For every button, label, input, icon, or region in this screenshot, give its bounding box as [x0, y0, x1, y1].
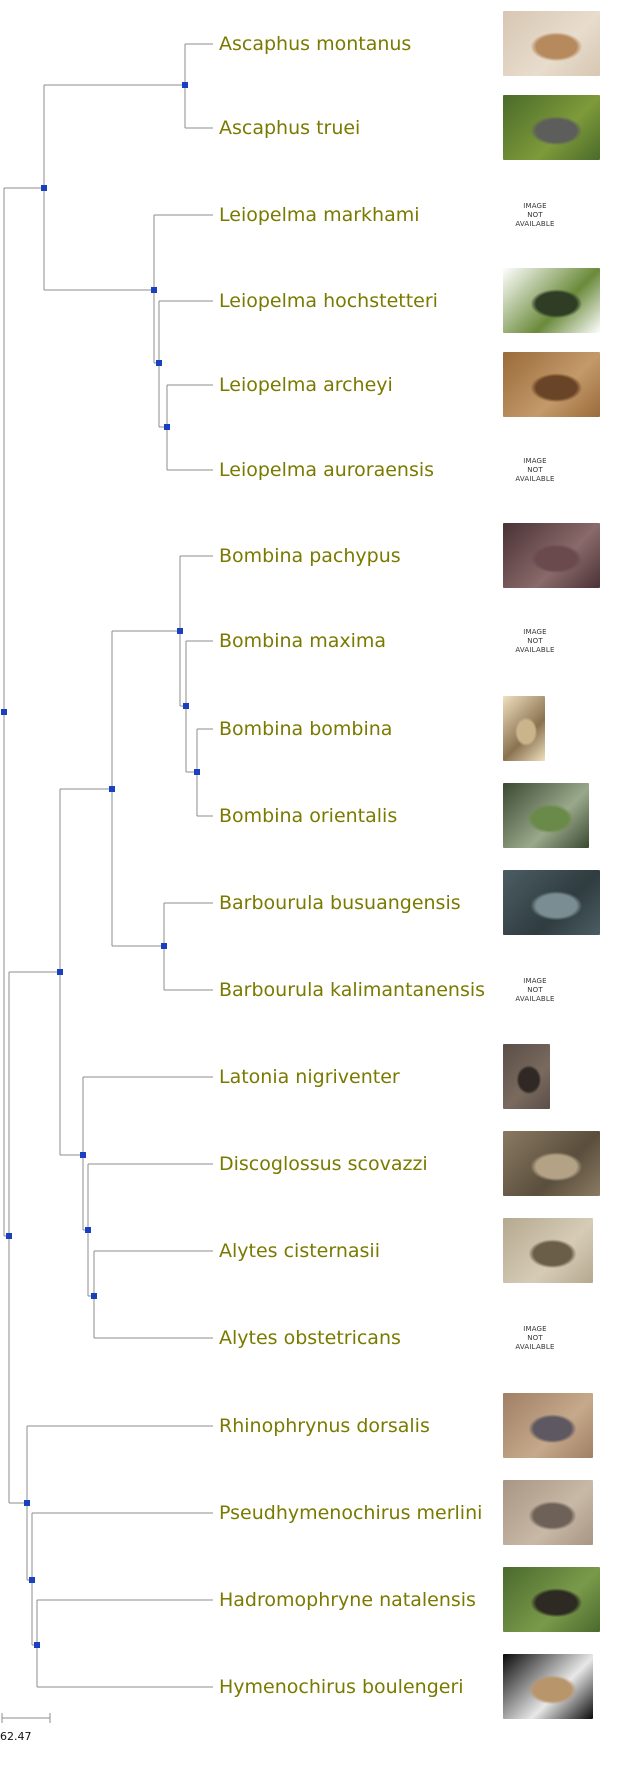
- species-photo[interactable]: [503, 268, 600, 333]
- taxon-label[interactable]: Leiopelma markhami: [219, 204, 420, 226]
- tree-node-marker[interactable]: [164, 424, 170, 430]
- placeholder-text-line: AVAILABLE: [515, 475, 555, 483]
- taxon-label[interactable]: Bombina maxima: [219, 630, 387, 652]
- taxon-label[interactable]: Leiopelma hochstetteri: [219, 290, 438, 312]
- placeholder-text-line: AVAILABLE: [515, 646, 555, 654]
- placeholder-text-line: AVAILABLE: [515, 1343, 555, 1351]
- tree-node-marker[interactable]: [24, 1500, 30, 1506]
- tree-node-marker[interactable]: [85, 1227, 91, 1233]
- species-photo[interactable]: [503, 95, 600, 160]
- placeholder-text-line: NOT: [527, 211, 543, 219]
- tree-node-marker[interactable]: [161, 943, 167, 949]
- placeholder-text-line: AVAILABLE: [515, 995, 555, 1003]
- species-photo[interactable]: [503, 1218, 593, 1283]
- species-photo[interactable]: [503, 870, 600, 935]
- tree-node-marker[interactable]: [177, 628, 183, 634]
- tree-node-marker[interactable]: [151, 287, 157, 293]
- tree-node-marker[interactable]: [29, 1577, 35, 1583]
- image-not-available-placeholder: IMAGE NOT AVAILABLE: [515, 457, 555, 484]
- image-not-available-placeholder: IMAGE NOT AVAILABLE: [515, 628, 555, 655]
- species-photo[interactable]: [503, 1393, 593, 1458]
- tree-node-marker[interactable]: [34, 1642, 40, 1648]
- placeholder-text-line: IMAGE: [523, 977, 547, 985]
- tree-node-marker[interactable]: [194, 769, 200, 775]
- tree-node-marker[interactable]: [182, 82, 188, 88]
- placeholder-text-line: NOT: [527, 637, 543, 645]
- placeholder-text-line: IMAGE: [523, 628, 547, 636]
- taxon-label[interactable]: Ascaphus truei: [219, 117, 361, 139]
- placeholder-text-line: NOT: [527, 1334, 543, 1342]
- taxon-label[interactable]: Bombina pachypus: [219, 545, 401, 567]
- tree-node-marker[interactable]: [41, 185, 47, 191]
- placeholder-text-line: NOT: [527, 466, 543, 474]
- taxon-label[interactable]: Barbourula busuangensis: [219, 892, 461, 914]
- taxon-label[interactable]: Discoglossus scovazzi: [219, 1153, 428, 1175]
- species-photo[interactable]: [503, 1480, 593, 1545]
- taxon-label[interactable]: Alytes cisternasii: [219, 1240, 380, 1262]
- species-photo[interactable]: [503, 696, 545, 761]
- taxon-label[interactable]: Hymenochirus boulengeri: [219, 1676, 464, 1698]
- taxon-label[interactable]: Hadromophryne natalensis: [219, 1589, 476, 1611]
- tree-node-marker[interactable]: [156, 360, 162, 366]
- placeholder-text-line: IMAGE: [523, 457, 547, 465]
- tree-node-marker[interactable]: [80, 1152, 86, 1158]
- tree-node-marker[interactable]: [57, 969, 63, 975]
- placeholder-text-line: AVAILABLE: [515, 220, 555, 228]
- placeholder-text-line: NOT: [527, 986, 543, 994]
- taxon-label[interactable]: Pseudhymenochirus merlini: [219, 1502, 483, 1524]
- taxon-label[interactable]: Leiopelma archeyi: [219, 374, 393, 396]
- placeholder-text-line: IMAGE: [523, 202, 547, 210]
- taxon-label[interactable]: Ascaphus montanus: [219, 33, 412, 55]
- species-photo[interactable]: [503, 783, 589, 848]
- species-photo[interactable]: [503, 523, 600, 588]
- tree-node-marker[interactable]: [109, 786, 115, 792]
- tree-node-marker[interactable]: [183, 703, 189, 709]
- species-photo[interactable]: [503, 1567, 600, 1632]
- tree-node-marker[interactable]: [91, 1293, 97, 1299]
- taxon-label[interactable]: Barbourula kalimantanensis: [219, 979, 486, 1001]
- taxon-label[interactable]: Leiopelma auroraensis: [219, 459, 435, 481]
- taxon-label[interactable]: Alytes obstetricans: [219, 1327, 401, 1349]
- tree-node-marker[interactable]: [6, 1233, 12, 1239]
- species-photo[interactable]: [503, 11, 600, 76]
- image-not-available-placeholder: IMAGE NOT AVAILABLE: [515, 202, 555, 229]
- placeholder-text-line: IMAGE: [523, 1325, 547, 1333]
- image-not-available-placeholder: IMAGE NOT AVAILABLE: [515, 1325, 555, 1352]
- species-photo[interactable]: [503, 352, 600, 417]
- species-photo[interactable]: [503, 1044, 550, 1109]
- species-photo[interactable]: [503, 1654, 593, 1719]
- taxon-label[interactable]: Bombina orientalis: [219, 805, 398, 827]
- tree-node-marker[interactable]: [1, 709, 7, 715]
- taxon-label[interactable]: Rhinophrynus dorsalis: [219, 1415, 430, 1437]
- scale-bar-label: 62.47: [0, 1730, 32, 1743]
- taxon-label[interactable]: Bombina bombina: [219, 718, 393, 740]
- image-not-available-placeholder: IMAGE NOT AVAILABLE: [515, 977, 555, 1004]
- taxon-label[interactable]: Latonia nigriventer: [219, 1066, 400, 1088]
- species-photo[interactable]: [503, 1131, 600, 1196]
